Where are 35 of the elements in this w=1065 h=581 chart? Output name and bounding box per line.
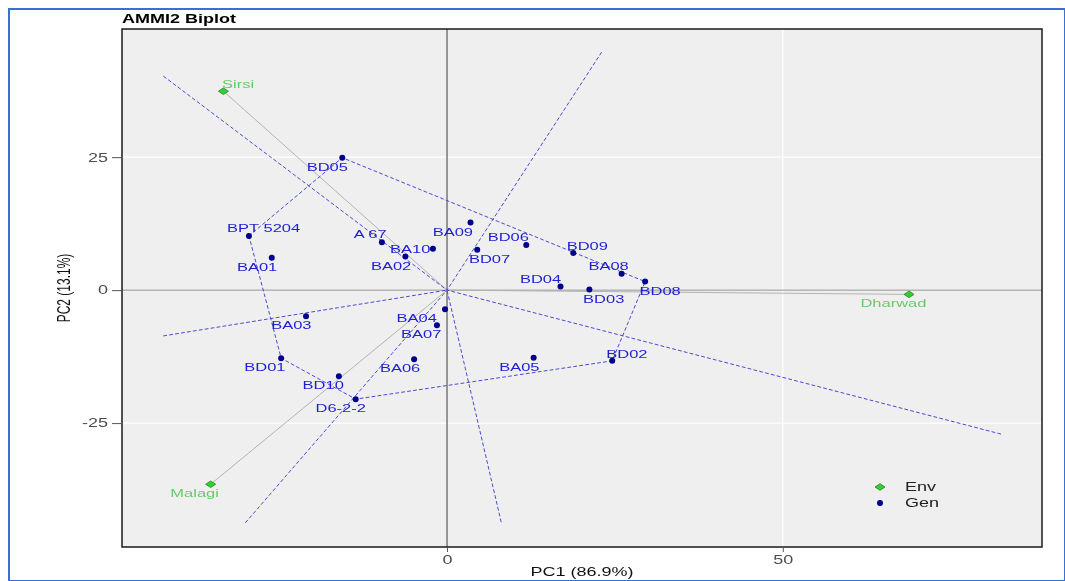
data-label: BA10 [390,242,431,255]
data-label: BPT 5204 [227,221,301,235]
data-label: BA06 [379,362,421,375]
data-label: Dharwad [860,296,927,310]
data-label: BD09 [566,239,609,252]
data-label: BA09 [432,225,474,239]
data-label: BD03 [583,292,625,305]
data-label: BD10 [302,379,345,392]
legend-label: Env [905,480,937,494]
data-label: BD08 [639,284,681,297]
data-label: D6-2-2 [315,401,367,415]
data-label: BA07 [401,328,442,341]
data-label: BD06 [487,231,530,244]
data-label: BD01 [244,361,286,374]
legend-label: Gen [905,496,939,510]
data-label: BD05 [306,160,349,174]
data-label: A 67 [353,228,387,241]
chart-title: AMMI2 Biplot [122,11,236,25]
data-label: BD02 [606,347,648,360]
data-label: BA03 [271,318,312,332]
data-label: BA02 [370,259,412,273]
data-label: Sirsi [222,77,255,90]
y-tick-label: -25 [82,416,108,430]
x-tick-label: 50 [773,552,794,566]
data-label: BA01 [236,260,278,274]
data-label: BA05 [499,360,540,374]
data-label: BD04 [519,272,562,286]
data-label: BD07 [468,253,511,266]
y-tick-label: 0 [98,283,108,297]
y-tick-label: 25 [88,150,108,164]
data-label: BA08 [588,260,630,273]
y-axis-title: PC2 (13.1%) [53,253,74,323]
data-label: BA04 [396,311,438,324]
data-label: Malagi [170,487,219,500]
x-axis-title: PC1 (86.9%) [530,565,634,579]
